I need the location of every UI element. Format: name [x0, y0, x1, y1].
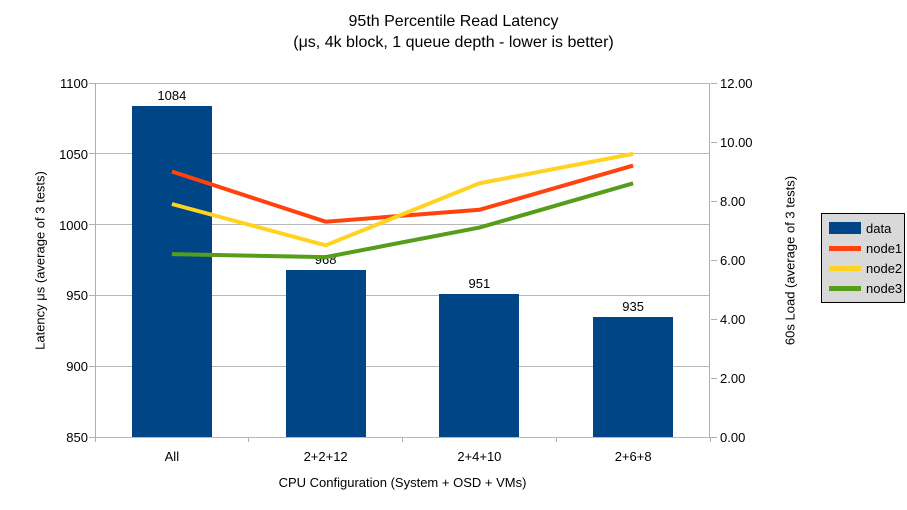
legend-entry-node1: node1 — [829, 241, 904, 255]
left-axis-tick-label: 950 — [66, 288, 88, 304]
y-gridline — [95, 82, 710, 84]
left-axis-tick-label: 1100 — [60, 76, 88, 91]
right-axis-tick-label: 6.00 — [720, 253, 746, 268]
right-axis-title: 60s Load (average of 3 tests) — [782, 175, 798, 346]
left-axis-tick — [89, 82, 95, 84]
right-axis-tick — [711, 82, 717, 84]
left-axis-title: Latency μs (average of 3 tests) — [32, 171, 48, 350]
right-axis-tick — [711, 141, 717, 143]
chart-subtitle: (μs, 4k block, 1 queue depth - lower is … — [293, 34, 614, 51]
line-node2 — [171, 151, 634, 248]
legend-entry-node2: node2 — [829, 261, 904, 275]
x-axis-tick — [402, 437, 403, 442]
bar-2+4+10 — [439, 293, 520, 437]
right-axis-tick — [711, 318, 717, 320]
x-category-label: All — [164, 449, 180, 464]
plot-area: 1084 968 951 935 — [95, 82, 710, 438]
x-category-label: 2+4+10 — [457, 449, 502, 464]
left-axis-tick-label: 1050 — [59, 146, 88, 162]
bar-2+6+8 — [593, 316, 674, 437]
left-axis-tick-label: 900 — [66, 359, 88, 375]
line-series-layer — [171, 151, 634, 260]
right-axis-line — [709, 83, 710, 437]
x-axis-tick — [248, 437, 250, 442]
left-axis-tick-label: 1000 — [59, 217, 88, 233]
legend-label-node1: node1 — [866, 240, 903, 256]
left-axis-tick — [89, 224, 95, 226]
x-axis-tick — [94, 437, 96, 442]
x-category-label: 2+2+12 — [303, 449, 348, 464]
chart-title: 95th Percentile Read Latency — [348, 13, 559, 30]
legend: data node1 node2 node3 — [821, 213, 905, 303]
legend-label-node3: node3 — [866, 280, 903, 296]
right-axis-tick — [711, 200, 717, 202]
bar-value-label: 935 — [622, 298, 644, 314]
y-gridline — [95, 224, 710, 226]
y-gridline — [95, 365, 710, 367]
legend-swatch-node1 — [829, 245, 861, 251]
legend-entry-node3: node3 — [829, 281, 904, 295]
y-gridline — [95, 294, 710, 296]
bar-value-label: 1084 — [157, 87, 187, 103]
x-axis-title: CPU Configuration (System + OSD + VMs) — [278, 475, 527, 490]
bar-All — [131, 105, 212, 437]
left-axis-line — [95, 83, 96, 437]
right-axis-tick-label: 0.00 — [720, 430, 746, 445]
right-axis-tick-label: 12.00 — [720, 76, 753, 91]
legend-label-node2: node2 — [866, 260, 903, 276]
legend-swatch-data — [829, 222, 861, 234]
right-axis-tick — [711, 436, 717, 438]
right-axis-tick-label: 10.00 — [720, 135, 753, 150]
line-node3 — [171, 181, 634, 260]
bar-2+2+12 — [285, 269, 366, 437]
y-gridline — [95, 153, 710, 155]
right-axis-tick-label: 2.00 — [720, 371, 746, 386]
left-axis-tick — [89, 436, 95, 438]
left-axis-tick — [89, 153, 95, 155]
right-axis-tick-label: 8.00 — [720, 194, 746, 209]
left-axis-tick — [89, 365, 95, 367]
right-axis-tick — [711, 377, 717, 379]
left-axis-tick-label: 850 — [66, 430, 88, 445]
legend-swatch-node3 — [829, 285, 861, 291]
legend-swatch-node2 — [829, 265, 861, 271]
legend-label-data: data — [866, 220, 892, 236]
right-axis-tick-label: 4.00 — [720, 312, 746, 327]
x-axis-tick — [709, 437, 711, 442]
x-axis-tick — [555, 437, 557, 442]
right-axis-tick — [711, 259, 717, 261]
legend-entry-data: data — [829, 221, 904, 235]
bar-value-label: 951 — [468, 275, 491, 291]
x-category-label: 2+6+8 — [614, 449, 652, 464]
left-axis-tick — [89, 294, 95, 296]
